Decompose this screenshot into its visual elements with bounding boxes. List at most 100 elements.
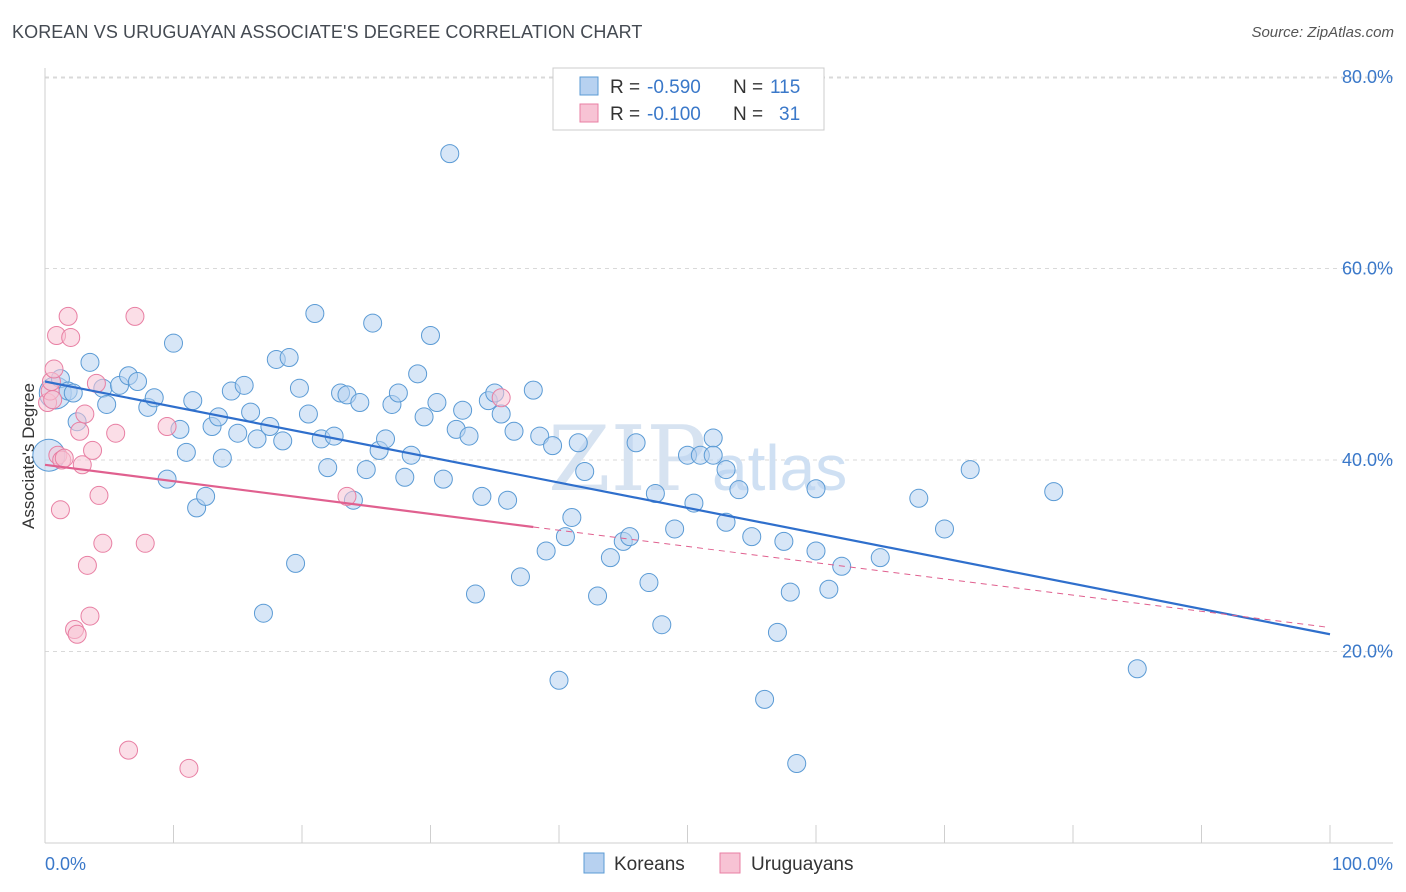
korean-point (1044, 482, 1064, 502)
uruguayan-point (43, 390, 63, 410)
y-tick-label: 80.0% (1342, 67, 1393, 87)
uruguayan-point (337, 486, 357, 506)
korean-point (176, 442, 196, 462)
korean-point (356, 460, 376, 480)
korean-point (433, 469, 453, 489)
uruguayan-point (67, 624, 87, 644)
korean-point (562, 507, 582, 527)
korean-point (780, 582, 800, 602)
y-axis-label: Associate's Degree (19, 383, 38, 529)
korean-point (652, 615, 672, 635)
uruguayans-r-label: R = (610, 104, 640, 125)
korean-point (453, 400, 473, 420)
korean-point (427, 393, 447, 413)
uruguayan-point (70, 421, 90, 441)
uruguayans-points (38, 306, 511, 778)
korean-point (575, 461, 595, 481)
uruguayans-r-value: -0.100 (647, 104, 701, 125)
uruguayan-point (106, 423, 126, 443)
korean-point (228, 423, 248, 443)
korean-point (363, 313, 383, 333)
korean-point (600, 548, 620, 568)
y-tick-label: 20.0% (1342, 642, 1393, 662)
korean-point (128, 371, 148, 391)
x-tick-label-max: 100.0% (1332, 854, 1393, 874)
uruguayans-swatch (719, 852, 741, 874)
korean-point (498, 490, 518, 510)
korean-point (774, 531, 794, 551)
uruguayan-point (125, 306, 145, 326)
koreans-legend-label: Koreans (614, 854, 685, 875)
y-tick-label: 60.0% (1342, 259, 1393, 279)
korean-point (395, 467, 415, 487)
korean-point (960, 460, 980, 480)
korean-point (388, 383, 408, 403)
uruguayan-point (89, 485, 109, 505)
korean-point (318, 458, 338, 478)
uruguayan-point (58, 306, 78, 326)
korean-point (639, 573, 659, 593)
korean-point (909, 488, 929, 508)
koreans-r-label: R = (610, 77, 640, 98)
uruguayan-point (75, 404, 95, 424)
korean-point (806, 541, 826, 561)
source-label: Source: ZipAtlas.com (1251, 24, 1394, 41)
x-tick-labels: 0.0% 100.0% (45, 854, 1393, 874)
korean-point (421, 326, 440, 346)
x-tick-label-min: 0.0% (45, 854, 86, 874)
korean-point (298, 404, 318, 424)
korean-point (97, 394, 117, 414)
korean-point (703, 428, 723, 448)
korean-point (459, 426, 479, 446)
korean-point (212, 448, 232, 468)
korean-point (755, 689, 775, 709)
uruguayan-point (80, 606, 100, 626)
korean-point (241, 402, 261, 422)
korean-point (273, 431, 293, 451)
korean-point (289, 378, 309, 398)
korean-point (665, 519, 685, 539)
uruguayans-legend-label: Uruguayans (751, 854, 853, 875)
korean-point (1127, 659, 1147, 679)
korean-point (716, 460, 736, 480)
korean-point (767, 622, 787, 642)
korean-point (588, 586, 608, 606)
uruguayans-trend-extension (533, 526, 1331, 629)
chart-title: KOREAN VS URUGUAYAN ASSOCIATE'S DEGREE C… (12, 22, 643, 42)
koreans-n-value: 115 (770, 77, 800, 98)
korean-point (819, 579, 839, 599)
korean-point (279, 348, 299, 368)
korean-point (729, 480, 749, 500)
korean-point (350, 393, 370, 413)
korean-point (305, 304, 325, 324)
gridlines (45, 76, 1393, 652)
koreans-trend-line (44, 380, 1331, 636)
korean-point (80, 352, 100, 372)
koreans-n-label: N = (733, 77, 763, 98)
uruguayans-legend-swatch (579, 103, 599, 123)
korean-point (530, 426, 550, 446)
uruguayans-trend-line (44, 463, 534, 529)
koreans-legend-swatch (579, 76, 599, 96)
korean-point (716, 512, 736, 532)
korean-point (286, 553, 306, 573)
uruguayans-n-label: N = (733, 104, 763, 125)
korean-point (523, 380, 543, 400)
koreans-r-value: -0.590 (647, 77, 701, 98)
korean-point (626, 433, 646, 453)
korean-point (491, 404, 511, 424)
korean-point (376, 429, 396, 449)
trend-lines (44, 380, 1331, 636)
korean-point (234, 375, 254, 395)
korean-point (408, 364, 428, 384)
korean-point (549, 670, 569, 690)
korean-point (543, 436, 563, 456)
y-tick-labels: 20.0% 40.0% 60.0% 80.0% (1342, 67, 1393, 662)
uruguayan-point (491, 388, 511, 408)
uruguayan-point (50, 500, 70, 520)
stats-legend: R = -0.590 N = 115 R = -0.100 N = 31 (552, 67, 825, 131)
korean-point (164, 333, 183, 353)
korean-point (253, 603, 273, 623)
korean-point (472, 486, 492, 506)
koreans-points (32, 144, 1147, 774)
